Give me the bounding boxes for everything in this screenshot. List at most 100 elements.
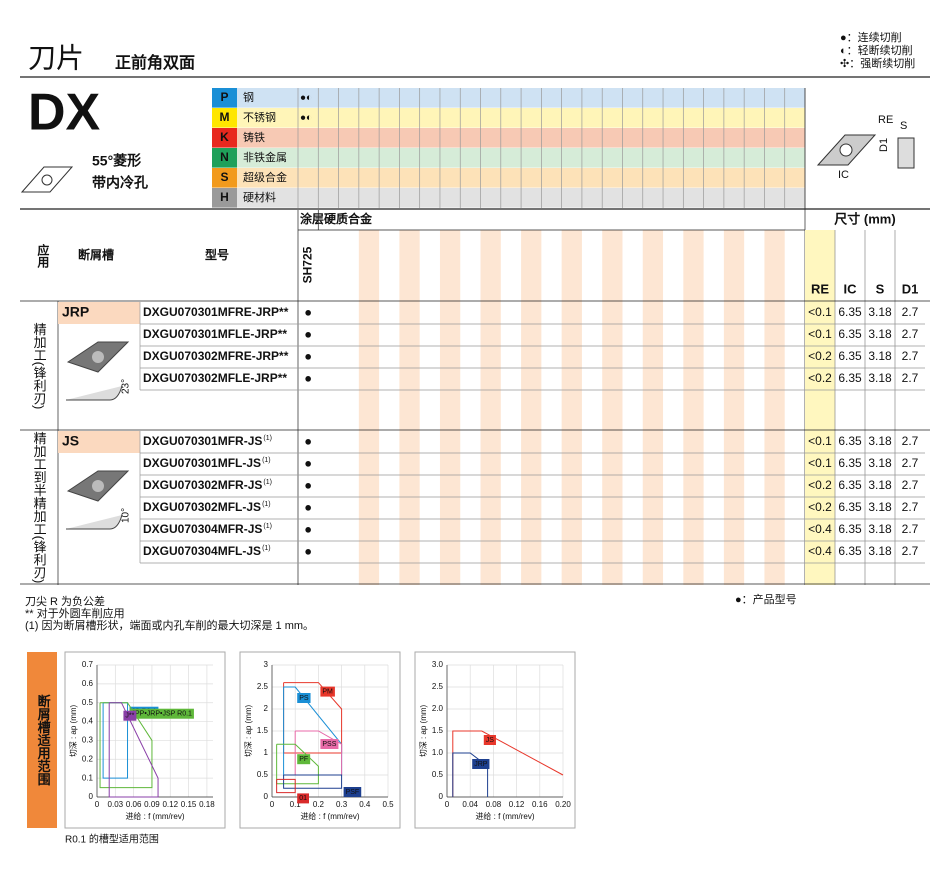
grade-header: SH725 [300, 246, 314, 283]
app-header: 应用 [36, 243, 50, 269]
dim-value: <0.4 [808, 522, 832, 536]
edge-angle: 23° [121, 379, 132, 394]
dim-value: <0.1 [808, 327, 832, 341]
x-tick-label: 0.18 [199, 800, 215, 809]
x-tick-label: 0.3 [336, 800, 348, 809]
x-tick-label: 0.1 [290, 800, 302, 809]
column-tint [399, 230, 420, 585]
dim-value: 6.35 [838, 500, 862, 514]
dim-value: 3.18 [868, 500, 892, 514]
dim-value: 6.35 [838, 327, 862, 341]
column-tint [318, 230, 339, 585]
material-code: P [220, 90, 228, 104]
x-tick-label: 0.2 [313, 800, 325, 809]
region-label: PF [299, 756, 308, 763]
re-column [805, 230, 835, 585]
dim-value: <0.2 [808, 371, 832, 385]
region-label: PS [299, 695, 309, 702]
breaker-name: JS [62, 433, 79, 449]
model-prefix: DXGU0703 [143, 522, 205, 536]
coating-header: 涂层硬质合金 [300, 211, 373, 226]
model-code: 02MFLE-JRP** [204, 371, 287, 385]
x-tick-label: 0 [445, 800, 450, 809]
insert-code: DX [28, 84, 101, 142]
size-header: 尺寸 (mm) [834, 211, 895, 226]
model-note: (1) [263, 479, 272, 486]
breaker-cell [58, 302, 140, 324]
region-label: PM [322, 688, 333, 695]
breaker-cell [58, 431, 140, 453]
dim-value: 2.7 [902, 327, 919, 341]
x-tick-label: 0.03 [108, 800, 124, 809]
dim-value: 3.18 [868, 305, 892, 319]
edge-profile [66, 514, 123, 530]
dim-value: 6.35 [838, 456, 862, 470]
footnote: (1) 因为断屑槽形状，端面或内孔车削的最大切深是 1 mm。 [25, 618, 314, 632]
y-tick-label: 0.5 [257, 770, 269, 779]
dim-header: IC [844, 281, 858, 296]
stock-mark: ● [304, 455, 312, 470]
model-prefix: DXGU0703 [143, 327, 205, 341]
dim-value: <0.2 [808, 349, 832, 363]
column-tint [683, 230, 704, 585]
material-code: K [220, 130, 229, 144]
material-code: N [220, 150, 229, 164]
model-code: DXGU070301MFR-JS [143, 434, 262, 448]
material-row [298, 168, 805, 188]
model-prefix: DXGU0703 [143, 478, 205, 492]
material-code-cell [212, 148, 237, 168]
model-prefix: DXGU0703 [143, 500, 205, 514]
model-prefix: DXGU0703 [143, 544, 205, 558]
dim-value: 3.18 [868, 434, 892, 448]
dim-value: 2.7 [902, 456, 919, 470]
model-code: 01MFLE-JRP** [204, 327, 287, 341]
model-code: 04MFR-JS [204, 522, 262, 536]
region-label: J** [125, 713, 134, 720]
chart-box [64, 651, 226, 829]
range-region [283, 774, 343, 789]
dim-header: D1 [902, 281, 919, 296]
range-region [294, 730, 343, 776]
dim-value: 2.7 [902, 478, 919, 492]
region-label-box [483, 735, 496, 745]
region-label-box [123, 710, 137, 721]
material-code: H [220, 190, 229, 204]
material-code-cell [212, 168, 237, 188]
material-code: M [220, 110, 230, 124]
y-tick-label: 0 [89, 792, 94, 801]
edge-profile [66, 385, 123, 401]
legend-item: ◐：轻断续切削 [840, 43, 913, 57]
dim-value: 6.35 [838, 371, 862, 385]
material-name: 铸铁 [243, 130, 265, 144]
y-tick-label: 2.0 [432, 704, 444, 713]
stock-mark: ● [304, 370, 312, 385]
x-tick-label: 0.16 [532, 800, 548, 809]
dim-value: <0.2 [808, 478, 832, 492]
y-axis-label: 切深 : ap (mm) [244, 704, 253, 757]
dim-value: <0.4 [808, 544, 832, 558]
column-tint [561, 230, 582, 585]
material-row [298, 88, 805, 108]
page-title: 刀片 [28, 42, 84, 73]
x-tick-label: 0.15 [181, 800, 197, 809]
material-code-cell [212, 128, 237, 148]
region-label: PSS [322, 741, 336, 748]
material-name: 硬材料 [243, 190, 276, 204]
range-region [276, 778, 296, 794]
material-marks: ●◐ [300, 93, 312, 104]
y-tick-label: 0.4 [82, 717, 94, 726]
page-subtitle: 正前角双面 [115, 53, 195, 72]
stock-mark: ● [304, 433, 312, 448]
insert-icon [20, 166, 74, 193]
material-name: 钢 [243, 91, 254, 104]
model-prefix: DXGU0703 [143, 371, 205, 385]
dim-value: <0.1 [808, 456, 832, 470]
dim-value: 6.35 [838, 478, 862, 492]
x-tick-label: 0.5 [382, 800, 394, 809]
insert-dim-label: IC [838, 169, 849, 181]
y-tick-label: 0.3 [82, 736, 94, 745]
x-axis-label: 进给 : f (mm/rev) [125, 811, 184, 821]
column-tint [480, 230, 501, 585]
insert-drawing-hole [839, 143, 853, 157]
